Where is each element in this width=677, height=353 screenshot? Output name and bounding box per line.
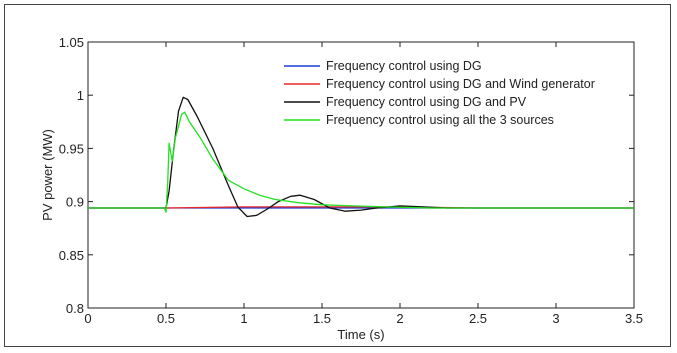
legend-label-dg-wind: Frequency control using DG and Wind gene… bbox=[326, 77, 595, 91]
series-line-dg-pv bbox=[88, 96, 634, 218]
x-tick-label: 3 bbox=[552, 311, 559, 326]
x-tick-label: 1 bbox=[240, 311, 247, 326]
legend-label-dg: Frequency control using DG bbox=[326, 59, 482, 73]
plot-box bbox=[87, 41, 635, 309]
series-lines bbox=[88, 96, 634, 218]
y-tick-label: 0.8 bbox=[66, 301, 84, 316]
tick-labels: 0 0.5 1 1.5 2 2.5 3 3.5 0.8 0.85 0.9 0.95 1 1.05 bbox=[59, 35, 643, 326]
x-tick-label: 2.5 bbox=[469, 311, 487, 326]
x-tick-label: 0 bbox=[84, 311, 91, 326]
legend: Frequency control using DG Frequency cont… bbox=[284, 59, 595, 127]
legend-label-all-sources: Frequency control using all the 3 source… bbox=[326, 113, 554, 127]
y-tick-label: 1.05 bbox=[59, 35, 84, 50]
legend-label-dg-pv: Frequency control using DG and PV bbox=[326, 95, 527, 109]
x-tick-label: 0.5 bbox=[157, 311, 175, 326]
y-tick-label: 0.9 bbox=[66, 195, 84, 210]
y-tick-label: 0.95 bbox=[59, 141, 84, 156]
series-line-all-sources bbox=[88, 111, 634, 213]
y-tick-label: 0.85 bbox=[59, 248, 84, 263]
x-tick-label: 2 bbox=[396, 311, 403, 326]
x-axis-label: Time (s) bbox=[337, 327, 384, 342]
plot-axes bbox=[87, 41, 635, 309]
figure-frame bbox=[4, 4, 671, 347]
y-axis-label: PV power (MW) bbox=[40, 129, 55, 221]
x-tick-label: 3.5 bbox=[625, 311, 643, 326]
x-tick-label: 1.5 bbox=[313, 311, 331, 326]
y-tick-label: 1 bbox=[77, 88, 84, 103]
